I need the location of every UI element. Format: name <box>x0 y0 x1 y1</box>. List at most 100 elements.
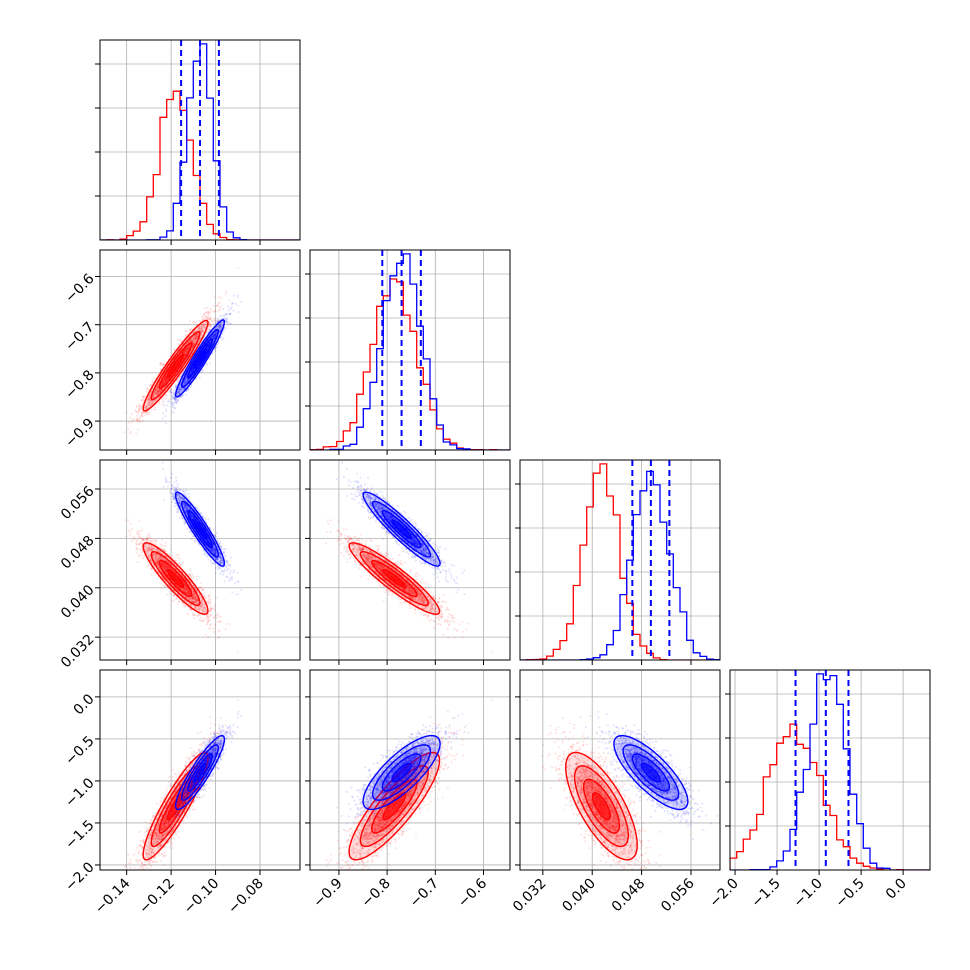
scatter-point <box>138 409 140 412</box>
scatter-point <box>155 389 158 392</box>
scatter-point <box>147 398 150 401</box>
scatter-point <box>168 398 171 401</box>
scatter-point <box>162 379 165 382</box>
scatter-point <box>164 380 167 383</box>
scatter-point <box>155 386 158 389</box>
scatter-point <box>163 379 166 382</box>
scatter-point <box>197 329 200 332</box>
scatter-point <box>201 330 204 333</box>
scatter-point <box>216 304 219 307</box>
scatter-point <box>177 338 179 341</box>
scatter-point <box>185 347 187 350</box>
scatter-point <box>165 377 168 380</box>
scatter-point <box>169 390 171 393</box>
scatter-point <box>165 380 168 383</box>
scatter-point <box>141 408 143 411</box>
scatter-point <box>176 380 179 383</box>
scatter-point <box>202 325 204 328</box>
scatter-point <box>199 325 202 328</box>
scatter-point <box>196 332 199 335</box>
scatter-point <box>193 321 196 324</box>
scatter-point <box>215 319 218 322</box>
scatter-point <box>240 300 243 303</box>
scatter-point <box>228 307 231 310</box>
scatter-point <box>153 390 156 393</box>
scatter-point <box>164 422 167 425</box>
scatter-point <box>164 378 167 381</box>
scatter-point <box>200 330 203 333</box>
scatter-point <box>148 412 151 415</box>
scatter-point <box>236 294 239 297</box>
scatter-point <box>212 304 215 307</box>
scatter-point <box>150 400 153 403</box>
scatter-point <box>219 315 222 318</box>
scatter-point <box>177 378 180 380</box>
scatter-point <box>164 378 167 381</box>
scatter-point <box>164 379 166 382</box>
scatter-point <box>187 346 190 349</box>
scatter-point <box>205 315 208 318</box>
scatter-point <box>152 394 155 397</box>
scatter-point <box>154 406 156 409</box>
scatter-point <box>196 335 199 338</box>
scatter-point <box>169 391 172 394</box>
scatter-point <box>148 398 151 401</box>
scatter-point <box>156 389 158 392</box>
scatter-point <box>204 323 207 326</box>
scatter-point <box>149 385 152 387</box>
scatter-point <box>147 399 150 402</box>
scatter-point <box>141 419 144 422</box>
scatter-point <box>161 384 164 387</box>
scatter-point <box>202 323 205 326</box>
scatter-point <box>204 315 207 318</box>
scatter-point <box>194 337 197 340</box>
scatter-point <box>140 414 143 416</box>
scatter-point <box>184 348 187 351</box>
panel-plot-area <box>100 40 300 240</box>
scatter-point <box>139 421 142 423</box>
scatter-point <box>147 396 150 399</box>
scatter-point <box>185 330 188 333</box>
scatter-point <box>209 323 212 326</box>
scatter-point <box>162 379 165 382</box>
scatter-point <box>199 329 202 332</box>
scatter-point <box>214 321 217 324</box>
scatter-point <box>145 411 147 414</box>
scatter-point <box>158 391 161 394</box>
scatter-point <box>212 323 215 325</box>
scatter-point <box>187 340 190 343</box>
scatter-point <box>192 342 195 345</box>
scatter-point <box>151 396 154 399</box>
scatter-point <box>191 340 194 343</box>
scatter-point <box>158 396 161 398</box>
scatter-point <box>187 347 190 350</box>
scatter-point <box>158 402 161 405</box>
scatter-point <box>203 324 206 327</box>
scatter-point <box>167 377 169 380</box>
scatter-point <box>140 404 143 407</box>
scatter-point <box>202 325 205 328</box>
scatter-point <box>166 404 168 407</box>
scatter-point <box>156 386 158 389</box>
scatter-point <box>158 389 161 392</box>
scatter-point <box>192 339 195 342</box>
scatter-point <box>221 333 224 336</box>
scatter-point <box>146 402 149 405</box>
scatter-point <box>193 342 195 345</box>
scatter-point <box>164 380 167 383</box>
scatter-point <box>138 410 140 413</box>
scatter-point <box>141 412 144 415</box>
scatter-point <box>190 385 193 388</box>
scatter-point <box>146 387 149 390</box>
scatter-point <box>197 333 200 336</box>
scatter-point <box>159 389 162 392</box>
scatter-point <box>152 402 154 405</box>
scatter-point <box>154 408 157 411</box>
scatter-point <box>209 316 212 319</box>
scatter-point <box>185 347 188 350</box>
scatter-point <box>200 334 203 337</box>
scatter-point <box>182 351 185 354</box>
scatter-point <box>165 394 168 397</box>
scatter-point <box>155 392 158 395</box>
scatter-point <box>164 376 167 379</box>
